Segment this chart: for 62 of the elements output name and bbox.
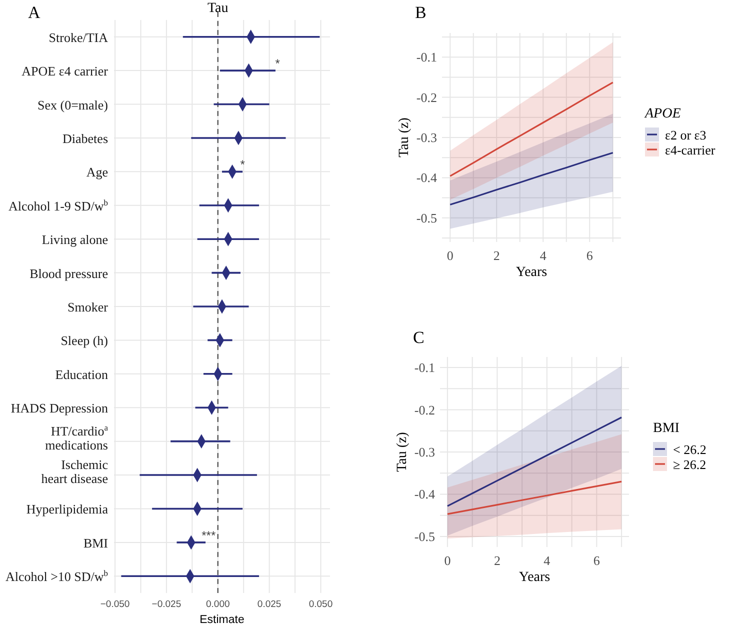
x-axis-title: Years [516,265,548,280]
y-tick-label: HT/cardio$^{a}$ medications [45,422,108,452]
x-axis-title: Estimate [200,614,244,626]
y-tick-label: -0.4 [416,170,438,186]
x-tick-label: 6 [593,553,600,568]
legend-label: ε2 or ε3 [665,128,706,142]
line-series [446,416,622,507]
y-tick-label: -0.1 [414,360,435,376]
text: C [413,328,424,347]
x-tick-label: 0 [444,553,451,568]
x-tick-label: 4 [544,553,551,568]
x-tick-label: 2 [494,553,500,568]
y-tick-label: Education [55,366,108,382]
x-tick-label: 0.000 [206,599,230,610]
y-tick-label: Alcohol >10 SD/w$^{b}$ [5,568,108,584]
y-tick-label: Ischemic heart disease [41,457,108,486]
legend-label: ε4-carrier [665,142,716,158]
y-tick-label: -0.4 [414,486,436,502]
y-tick-label: -0.1 [416,50,437,65]
y-tick-label: Hyperlipidemia [26,502,108,517]
x-axis-title: Years [518,570,550,585]
y-tick-label: -0.5 [416,210,437,226]
x-tick-label: 4 [540,248,547,263]
text: A [28,3,41,22]
y-axis-title: Tau (z) [395,432,410,472]
legend-title: APOE [644,106,682,122]
line-series [449,152,614,206]
y-tick-label: -0.2 [414,402,435,418]
y-tick-label: Stroke/TIA [48,30,109,45]
y-tick-label: -0.5 [414,528,435,544]
legend-label: ≥ 26.2 [673,457,706,472]
x-tick-label: 2 [493,248,500,263]
legend-title: BMI [653,421,680,436]
y-tick-label: Sleep (h) [60,333,108,348]
x-tick-label: 0 [446,248,454,263]
y-tick-label: -0.3 [416,130,437,145]
legend-label: < 26.2 [673,442,706,457]
y-tick-label: Diabetes [62,130,108,146]
x-tick-label: 0.025 [257,599,282,610]
y-tick-label: Alcohol 1-9 SD/w$^{b}$ [8,197,108,214]
annotation: *** [202,528,216,542]
y-tick-label: Smoker [68,300,109,314]
y-tick-label: Blood pressure [30,266,108,281]
chart-title: Tau [207,1,228,16]
x-tick-label: −0.050 [100,599,130,610]
line-series [446,480,622,515]
annotation: * [275,56,280,71]
line-series [449,82,614,177]
y-tick-label: APOE ε4 carrier [22,64,109,79]
text: B [415,3,426,22]
y-tick-label: -0.2 [416,90,437,105]
y-tick-label: Age [86,164,108,180]
y-tick-label: BMI [83,535,108,550]
x-tick-label: 6 [586,248,594,263]
x-tick-label: −0.025 [152,599,182,610]
annotation: * [240,158,246,172]
y-tick-label: Living alone [42,232,108,248]
y-tick-label: HADS Depression [10,400,108,416]
x-tick-label: 0.050 [308,599,333,610]
y-axis-title: Tau (z) [397,117,412,158]
y-tick-label: -0.3 [414,444,435,460]
y-tick-label: Sex (0=male) [37,97,108,112]
